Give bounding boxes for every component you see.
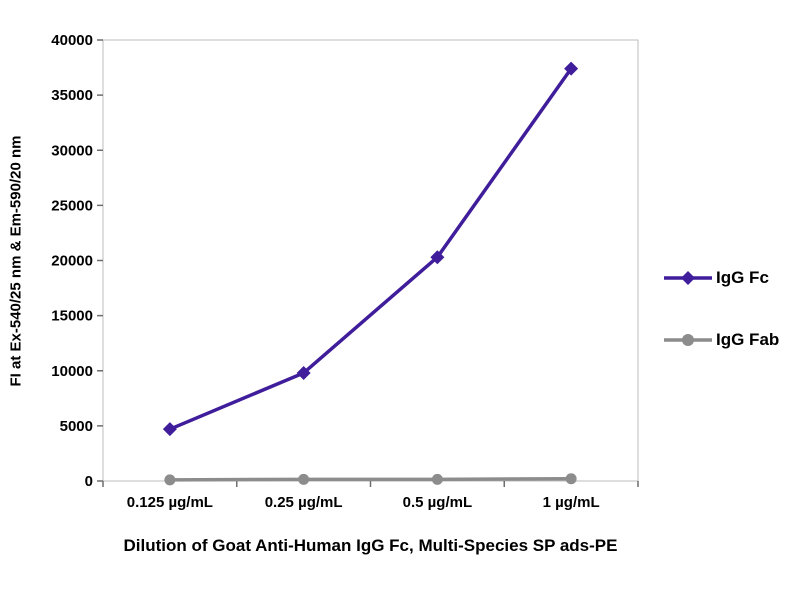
igg-fc-legend-marker-icon <box>664 271 712 285</box>
y-tick-label: 25000 <box>51 197 93 214</box>
y-tick-label: 30000 <box>51 142 93 159</box>
data-point-circle <box>298 473 310 485</box>
y-tick-label: 0 <box>85 473 93 490</box>
x-axis-title: Dilution of Goat Anti-Human IgG Fc, Mult… <box>123 536 618 555</box>
y-tick-label: 10000 <box>51 363 93 380</box>
y-axis-title: FI at Ex-540/25 nm & Em-590/20 nm <box>7 135 25 387</box>
legend-label-igg-fab: IgG Fab <box>716 330 780 349</box>
data-point-diamond <box>296 365 311 380</box>
y-tick-label: 35000 <box>51 87 93 104</box>
legend-item-igg-fab: IgG Fab <box>664 330 779 350</box>
series-line-igg-fab <box>168 477 573 482</box>
igg-fab-legend-marker-icon <box>664 334 712 346</box>
x-tick-label: 0.25 µg/mL <box>265 494 343 511</box>
y-tick-label: 40000 <box>51 32 93 49</box>
y-tick-label: 5000 <box>60 418 93 435</box>
x-tick-label: 0.5 µg/mL <box>403 494 473 511</box>
data-point-circle <box>431 473 443 485</box>
series-line-igg-fc <box>168 66 573 431</box>
data-point-diamond <box>564 61 579 76</box>
data-point-diamond <box>162 422 177 437</box>
x-tick-label: 0.125 µg/mL <box>127 494 213 511</box>
y-tick-label: 20000 <box>51 253 93 270</box>
legend: IgG Fc IgG Fab <box>664 268 779 350</box>
x-tick-label: 1 µg/mL <box>543 494 600 511</box>
legend-label-igg-fc: IgG Fc <box>716 268 769 287</box>
legend-item-igg-fc: IgG Fc <box>664 268 779 288</box>
data-point-circle <box>164 474 176 486</box>
data-point-circle <box>565 473 577 485</box>
y-tick-label: 15000 <box>51 308 93 325</box>
plot-border <box>102 39 639 482</box>
data-point-diamond <box>430 250 445 265</box>
